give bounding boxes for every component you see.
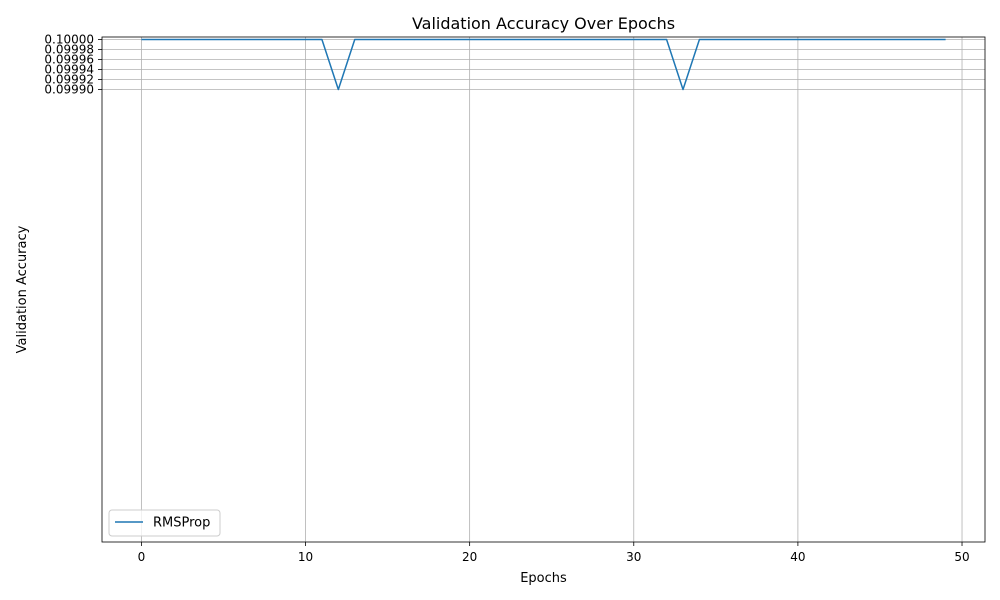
x-tick-label: 30 [626,550,641,564]
grid [102,37,985,542]
y-tick-label: 0.09990 [44,83,94,97]
x-tick-label: 0 [138,550,146,564]
x-tick-label: 10 [298,550,313,564]
legend-box [108,509,221,537]
y-axis-label: Validation Accuracy [15,225,30,353]
y-tick-label: 0.09998 [44,43,94,57]
x-tick-label: 50 [954,550,969,564]
x-tick-label: 20 [462,550,477,564]
legend-label-rmsprop: RMSProp [153,516,210,531]
y-tick-label: 0.09992 [44,73,94,87]
plot-frame [101,36,986,543]
chart-title: Validation Accuracy Over Epochs [412,14,675,33]
legend: RMSProp [108,509,221,537]
series-layer [141,38,946,91]
axis-ticks: 0 10 20 30 40 500.099900.099920.099940.099960… [44,33,969,565]
x-axis-label: Epochs [520,571,567,586]
x-tick-label: 40 [790,550,805,564]
y-tick-label: 0.10000 [44,33,94,47]
y-tick-label: 0.09996 [44,53,94,67]
series-line-rmsprop [141,38,946,91]
y-tick-label: 0.09994 [44,63,94,77]
